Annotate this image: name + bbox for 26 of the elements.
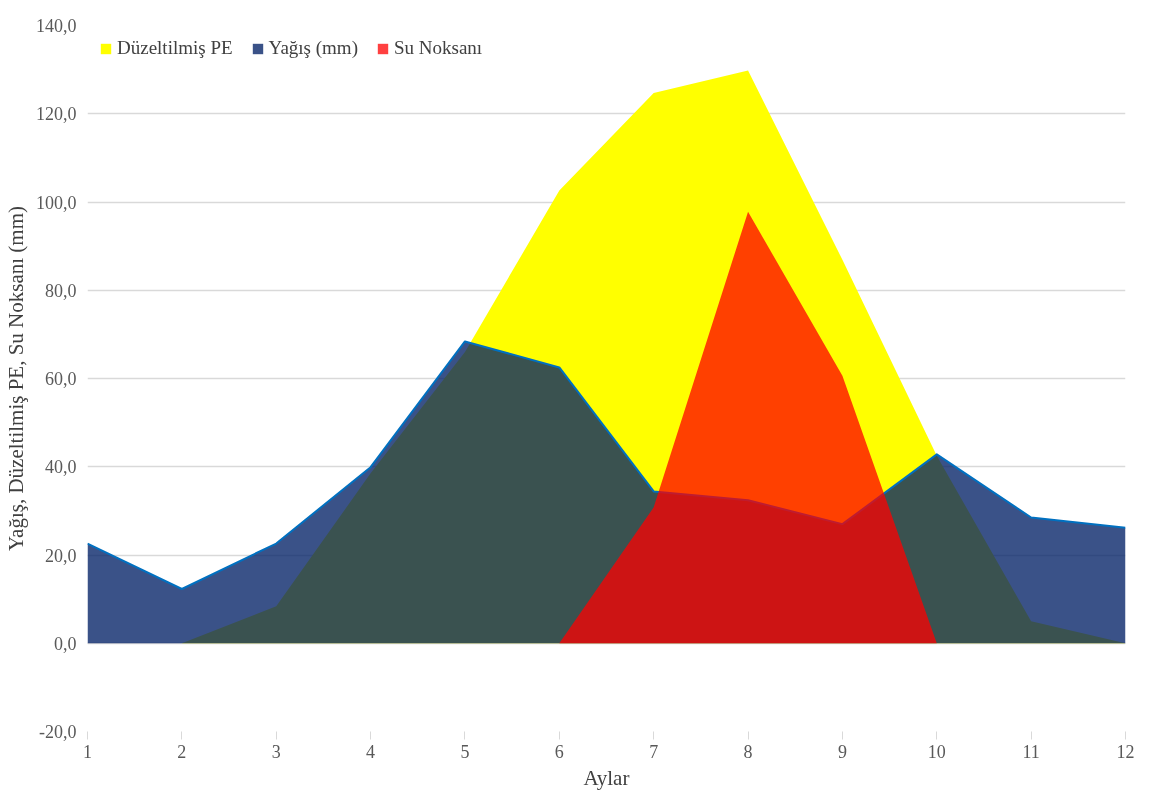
- y-tick-label: 120,0: [36, 104, 77, 125]
- x-tick-label: 8: [743, 741, 753, 762]
- y-tick-label: 80,0: [45, 280, 77, 301]
- x-tick-label: 12: [1116, 741, 1135, 762]
- x-tick-label: 5: [460, 741, 470, 762]
- y-tick-label: 140,0: [36, 16, 77, 36]
- y-tick-label: 60,0: [45, 369, 77, 389]
- x-tick-label: 4: [366, 741, 376, 762]
- x-tick-label: 2: [177, 741, 187, 762]
- x-tick-label: 11: [1022, 741, 1040, 762]
- legend-label: Su Noksanı: [393, 37, 483, 59]
- y-tick-label: 100,0: [36, 192, 77, 213]
- y-tick-label: 0,0: [54, 633, 77, 654]
- y-tick-label: 20,0: [45, 545, 77, 566]
- x-tick-label: 9: [837, 741, 847, 762]
- x-tick-label: 7: [649, 741, 659, 762]
- x-tick-label: 6: [554, 741, 564, 762]
- y-tick-label: 40,0: [45, 457, 77, 478]
- legend-label: Düzeltilmiş PE: [117, 37, 233, 59]
- x-tick-label: 10: [927, 741, 946, 762]
- x-tick-label: 1: [83, 741, 92, 762]
- x-tick-label: 3: [271, 741, 281, 762]
- y-tick-label: -20,0: [39, 722, 77, 742]
- x-axis-title: Aylar: [583, 765, 630, 790]
- y-axis-title: Yağış, Düzeltilmiş PE, Su Noksanı (mm): [4, 206, 28, 551]
- legend-label: Yağış (mm): [268, 37, 358, 59]
